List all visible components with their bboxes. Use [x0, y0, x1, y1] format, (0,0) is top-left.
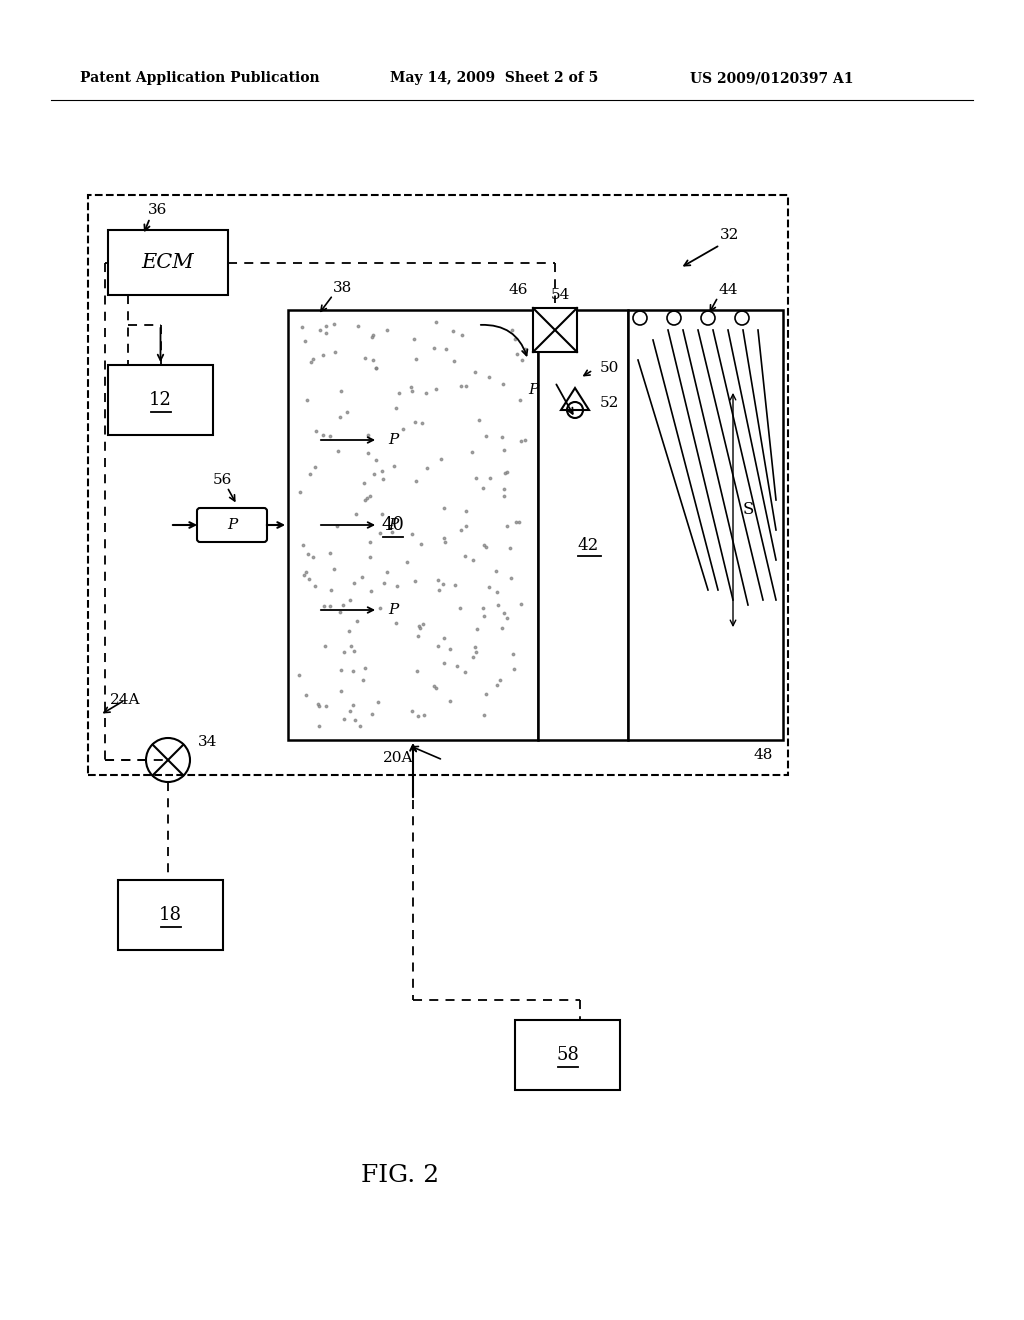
Text: 24A: 24A [110, 693, 140, 708]
Text: 44: 44 [718, 282, 737, 297]
FancyBboxPatch shape [628, 310, 783, 741]
Text: 48: 48 [754, 748, 773, 762]
Text: 36: 36 [148, 203, 168, 216]
Text: ECM: ECM [141, 253, 195, 272]
FancyBboxPatch shape [197, 508, 267, 543]
Text: 52: 52 [600, 396, 620, 411]
Text: P: P [227, 517, 238, 532]
Text: May 14, 2009  Sheet 2 of 5: May 14, 2009 Sheet 2 of 5 [390, 71, 598, 84]
FancyBboxPatch shape [108, 230, 228, 294]
Text: US 2009/0120397 A1: US 2009/0120397 A1 [690, 71, 853, 84]
Text: 56: 56 [212, 473, 231, 487]
FancyBboxPatch shape [534, 308, 577, 352]
FancyBboxPatch shape [118, 880, 223, 950]
Text: 38: 38 [334, 281, 352, 294]
FancyBboxPatch shape [108, 366, 213, 436]
Text: P: P [388, 433, 398, 447]
Text: 18: 18 [159, 906, 182, 924]
Text: 20A: 20A [383, 751, 414, 766]
Text: 12: 12 [150, 391, 172, 409]
FancyBboxPatch shape [538, 310, 628, 741]
Text: 34: 34 [198, 735, 217, 748]
Text: 40: 40 [382, 516, 404, 535]
Text: P: P [388, 517, 398, 532]
Text: P: P [528, 383, 539, 397]
Text: P: P [388, 603, 398, 616]
Text: 46: 46 [508, 282, 527, 297]
Text: 50: 50 [600, 360, 620, 375]
FancyBboxPatch shape [515, 1020, 620, 1090]
Text: Patent Application Publication: Patent Application Publication [80, 71, 319, 84]
Text: 58: 58 [556, 1045, 579, 1064]
FancyBboxPatch shape [288, 310, 538, 741]
Text: 54: 54 [550, 288, 569, 302]
Text: 32: 32 [720, 228, 739, 242]
Text: S: S [742, 502, 754, 519]
Text: 42: 42 [578, 536, 599, 553]
Text: FIG. 2: FIG. 2 [360, 1163, 439, 1187]
